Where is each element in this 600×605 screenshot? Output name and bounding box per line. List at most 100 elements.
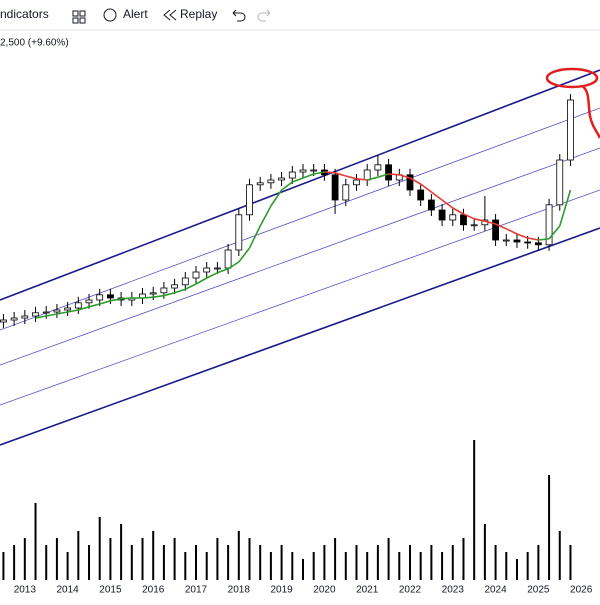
candle-body — [214, 267, 221, 270]
volume-bar — [216, 538, 219, 580]
moving-average-segment — [313, 171, 325, 175]
volume-bar — [334, 538, 337, 580]
candle-body — [224, 249, 232, 269]
volume-bar — [173, 538, 176, 580]
volume-bar — [195, 545, 198, 580]
moving-average-segment — [163, 292, 175, 297]
moving-average-segment — [505, 228, 518, 235]
moving-average-segment — [366, 176, 379, 181]
moving-average-segment — [548, 225, 561, 240]
alert-button[interactable]: Alert — [123, 7, 148, 21]
moving-average-segment — [281, 181, 293, 191]
x-tick-label: 2019 — [270, 585, 293, 596]
volume-bar — [537, 545, 540, 580]
x-tick-label: 2026 — [570, 585, 593, 596]
candle-body — [171, 284, 179, 289]
moving-average-segment — [121, 297, 132, 300]
volume-bar — [451, 545, 454, 580]
redo-button[interactable] — [257, 9, 271, 22]
x-tick-label: 2016 — [142, 585, 165, 596]
candle-body — [524, 241, 532, 244]
moving-average-segment — [110, 298, 122, 302]
volume-bar — [237, 531, 240, 580]
candle-body — [449, 214, 457, 221]
x-tick-label: 2022 — [399, 585, 422, 596]
volume-bar — [227, 545, 230, 580]
candle-body — [470, 224, 478, 227]
red-highlight-drawing — [545, 67, 600, 139]
volume-bar — [2, 552, 5, 580]
channel-drawing — [0, 69, 600, 446]
candle-body — [310, 169, 318, 172]
volume-bar — [66, 552, 69, 580]
volume-bar — [462, 538, 465, 580]
moving-average-segment — [184, 283, 197, 290]
x-tick-label: 2025 — [527, 585, 550, 596]
volume-bar — [88, 545, 91, 580]
undo-button[interactable] — [232, 9, 246, 22]
candle-body — [107, 294, 114, 299]
moving-average-segment — [142, 296, 154, 299]
x-tick-label: 2015 — [99, 585, 122, 596]
volume-bar — [366, 552, 369, 580]
volume-bar — [120, 524, 123, 580]
moving-average-segment — [78, 306, 90, 311]
moving-average-segment — [377, 173, 389, 178]
volume-bar — [141, 538, 144, 580]
volume-bar — [248, 538, 251, 580]
volume-bar — [301, 559, 304, 580]
volume-bar — [483, 524, 486, 580]
moving-average-segment — [538, 238, 550, 241]
moving-average-segment — [35, 315, 47, 319]
moving-average-segment — [559, 189, 572, 227]
candle-body — [567, 99, 574, 161]
moving-average-segment — [206, 272, 218, 279]
candle-body — [374, 164, 382, 171]
moving-average-segment — [474, 218, 486, 222]
moving-average-segment — [345, 175, 357, 180]
volume-bar — [419, 552, 422, 580]
moving-average-segment — [195, 277, 208, 285]
volume-bar — [152, 531, 155, 580]
volume-bar — [344, 552, 347, 580]
x-tick-label: 2018 — [228, 585, 251, 596]
replay-button[interactable]: Replay — [180, 7, 217, 21]
moving-average-segment — [248, 225, 261, 249]
volume-bar — [55, 538, 58, 580]
candle-body — [246, 184, 253, 216]
x-tick-label: 2014 — [56, 585, 79, 596]
candle-body — [534, 242, 542, 246]
candle-body — [64, 307, 72, 311]
volume-bar — [526, 552, 529, 580]
candle-body — [192, 271, 200, 279]
moving-average-segment — [463, 213, 475, 220]
candle-body — [288, 171, 296, 179]
candle-body — [203, 267, 211, 273]
volume-bar — [548, 475, 551, 580]
volume-bar — [109, 538, 112, 580]
indicators-button[interactable]: ndicators — [0, 7, 49, 21]
moving-average-segment — [452, 207, 464, 215]
moving-average-segment — [46, 313, 58, 317]
templates-icon[interactable] — [72, 10, 86, 24]
candle-body — [545, 204, 553, 246]
volume-bar — [162, 545, 165, 580]
moving-average-segment — [67, 309, 79, 313]
x-tick-label: 2023 — [442, 585, 465, 596]
candle-body — [460, 214, 467, 226]
moving-average-segment — [484, 220, 496, 225]
moving-average-segment — [334, 172, 347, 177]
volume-bar — [376, 545, 379, 580]
candle-body — [74, 302, 82, 309]
candle-body — [342, 184, 350, 201]
x-tick-label: 2021 — [356, 585, 379, 596]
alert-icon[interactable] — [103, 8, 117, 22]
candle-body — [256, 182, 264, 186]
legend-text: 2,500 (+9.60%) — [0, 38, 69, 49]
replay-icon[interactable] — [163, 9, 177, 21]
candle-body — [556, 159, 564, 206]
volume-bar — [408, 545, 411, 580]
volume-bar — [494, 545, 497, 580]
moving-average-segment — [324, 171, 336, 174]
moving-average-segment — [174, 288, 186, 294]
